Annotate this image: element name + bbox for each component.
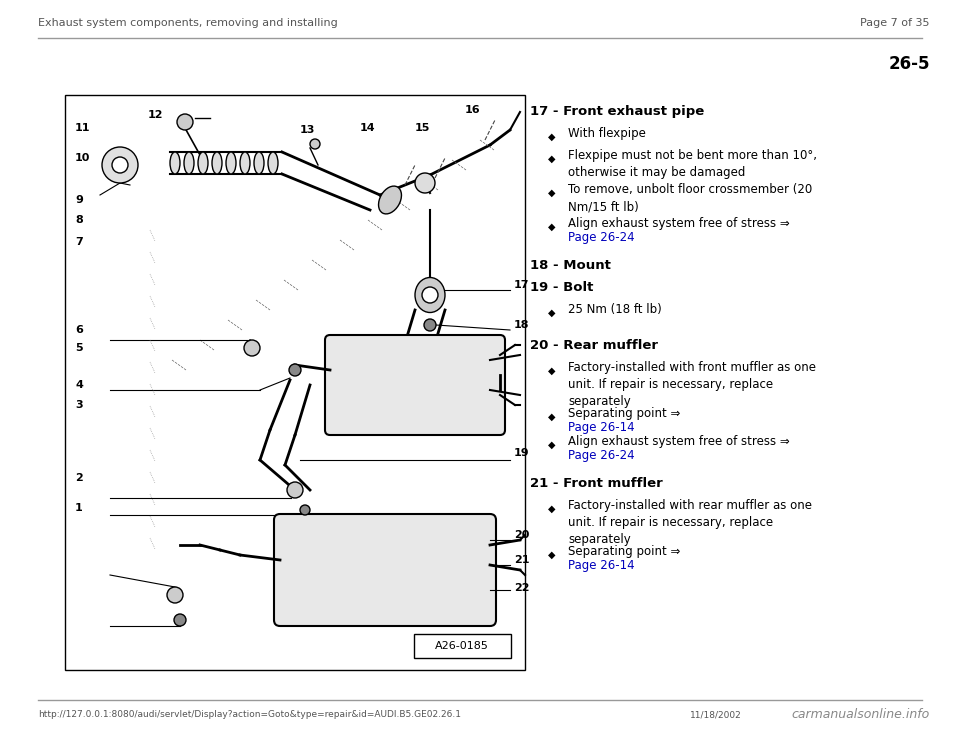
Text: ◆: ◆ xyxy=(548,366,556,376)
Text: ◆: ◆ xyxy=(548,504,556,514)
Text: 17 - Front exhaust pipe: 17 - Front exhaust pipe xyxy=(530,105,705,118)
Text: 18: 18 xyxy=(514,320,530,330)
Text: Exhaust system components, removing and installing: Exhaust system components, removing and … xyxy=(38,18,338,28)
Text: Page 26-24: Page 26-24 xyxy=(568,231,635,244)
Text: 3: 3 xyxy=(75,400,83,410)
Text: A26-0185: A26-0185 xyxy=(435,641,489,651)
Text: Factory-installed with front muffler as one
unit. If repair is necessary, replac: Factory-installed with front muffler as … xyxy=(568,361,816,408)
Text: 12: 12 xyxy=(148,110,163,120)
Text: 20 - Rear muffler: 20 - Rear muffler xyxy=(530,339,658,352)
Circle shape xyxy=(112,157,128,173)
Text: 21: 21 xyxy=(514,555,530,565)
Text: 8: 8 xyxy=(75,215,83,225)
Text: Separating point ⇒: Separating point ⇒ xyxy=(568,545,684,558)
Ellipse shape xyxy=(268,152,278,174)
Text: Separating point ⇒: Separating point ⇒ xyxy=(568,407,684,420)
Ellipse shape xyxy=(226,152,236,174)
Circle shape xyxy=(310,139,320,149)
Text: carmanualsonline.info: carmanualsonline.info xyxy=(792,708,930,721)
Text: ◆: ◆ xyxy=(548,222,556,232)
Ellipse shape xyxy=(198,152,208,174)
Text: With flexpipe: With flexpipe xyxy=(568,127,646,140)
Text: 5: 5 xyxy=(75,343,83,353)
Text: ◆: ◆ xyxy=(548,412,556,422)
Text: 13: 13 xyxy=(300,125,316,135)
Text: 22: 22 xyxy=(514,583,530,593)
Circle shape xyxy=(300,505,310,515)
Circle shape xyxy=(244,340,260,356)
Text: 9: 9 xyxy=(75,195,83,205)
Text: Flexpipe must not be bent more than 10°,
otherwise it may be damaged: Flexpipe must not be bent more than 10°,… xyxy=(568,149,817,179)
Text: 16: 16 xyxy=(465,105,481,115)
Text: 17: 17 xyxy=(514,280,530,290)
Text: 7: 7 xyxy=(75,237,83,247)
Ellipse shape xyxy=(240,152,250,174)
Circle shape xyxy=(415,173,435,193)
Text: Page 26-14: Page 26-14 xyxy=(568,559,635,572)
Circle shape xyxy=(102,147,138,183)
Circle shape xyxy=(174,614,186,626)
Bar xyxy=(65,95,525,670)
Text: ◆: ◆ xyxy=(548,132,556,142)
Text: http://127.0.0.1:8080/audi/servlet/Display?action=Goto&type=repair&id=AUDI.B5.GE: http://127.0.0.1:8080/audi/servlet/Displ… xyxy=(38,710,461,719)
Circle shape xyxy=(167,587,183,603)
Text: Align exhaust system free of stress ⇒: Align exhaust system free of stress ⇒ xyxy=(568,217,790,230)
Circle shape xyxy=(424,319,436,331)
Text: Factory-installed with rear muffler as one
unit. If repair is necessary, replace: Factory-installed with rear muffler as o… xyxy=(568,499,812,546)
Text: 1: 1 xyxy=(75,503,83,513)
Text: 25 Nm (18 ft lb): 25 Nm (18 ft lb) xyxy=(568,303,661,316)
Text: 19 - Bolt: 19 - Bolt xyxy=(530,281,593,294)
Ellipse shape xyxy=(170,152,180,174)
Circle shape xyxy=(289,364,301,376)
Text: 26-5: 26-5 xyxy=(889,55,930,73)
Text: ◆: ◆ xyxy=(548,188,556,198)
Circle shape xyxy=(287,482,303,498)
Ellipse shape xyxy=(184,152,194,174)
Text: 11/18/2002: 11/18/2002 xyxy=(690,710,742,719)
Text: 4: 4 xyxy=(75,380,83,390)
Text: 15: 15 xyxy=(415,123,430,133)
Text: Page 26-24: Page 26-24 xyxy=(568,449,635,462)
FancyBboxPatch shape xyxy=(325,335,505,435)
FancyBboxPatch shape xyxy=(414,634,511,658)
Text: 18 - Mount: 18 - Mount xyxy=(530,259,611,272)
Ellipse shape xyxy=(254,152,264,174)
Text: ◆: ◆ xyxy=(548,308,556,318)
Ellipse shape xyxy=(212,152,222,174)
Text: Page 26-14: Page 26-14 xyxy=(568,421,635,434)
Circle shape xyxy=(177,114,193,130)
Text: 20: 20 xyxy=(514,530,529,540)
Text: ◆: ◆ xyxy=(548,440,556,450)
Text: 2: 2 xyxy=(75,473,83,483)
Text: To remove, unbolt floor crossmember (20
Nm/15 ft lb): To remove, unbolt floor crossmember (20 … xyxy=(568,183,812,213)
FancyBboxPatch shape xyxy=(274,514,496,626)
Ellipse shape xyxy=(378,186,401,214)
Text: ◆: ◆ xyxy=(548,550,556,560)
Circle shape xyxy=(422,287,438,303)
Text: 6: 6 xyxy=(75,325,83,335)
Ellipse shape xyxy=(415,278,445,312)
Text: 14: 14 xyxy=(360,123,375,133)
Text: 10: 10 xyxy=(75,153,90,163)
Text: ◆: ◆ xyxy=(548,154,556,164)
Text: 21 - Front muffler: 21 - Front muffler xyxy=(530,477,662,490)
Text: 11: 11 xyxy=(75,123,90,133)
Text: Align exhaust system free of stress ⇒: Align exhaust system free of stress ⇒ xyxy=(568,435,790,448)
Text: Page 7 of 35: Page 7 of 35 xyxy=(860,18,930,28)
Text: 19: 19 xyxy=(514,448,530,458)
